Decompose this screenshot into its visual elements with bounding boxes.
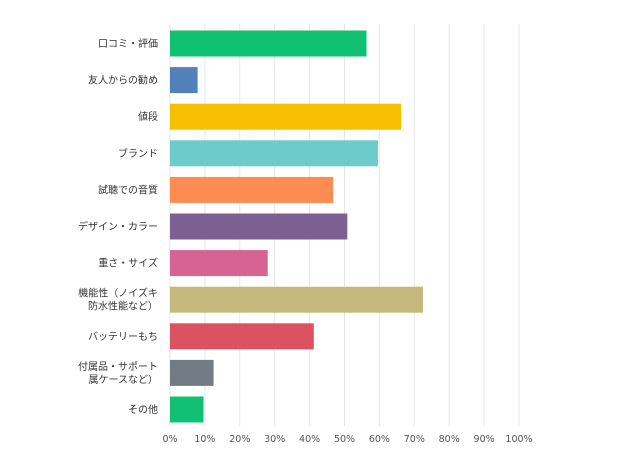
bar (170, 323, 314, 350)
x-tick-label: 30% (264, 434, 285, 445)
category-label: 重さ・サイズ (98, 257, 158, 270)
bar (170, 30, 367, 57)
category-label: 機能性（ノイズキ (78, 287, 158, 300)
x-tick-label: 10% (194, 434, 215, 445)
bars (170, 30, 423, 423)
bar (170, 396, 204, 423)
x-tick-label: 40% (299, 434, 320, 445)
category-label: 防水性能など） (88, 300, 158, 313)
category-labels: 口コミ・評価友人からの勧め値段ブランド試聴での音質デザイン・カラー重さ・サイズ機… (78, 37, 158, 416)
bar (170, 103, 401, 130)
category-label: バッテリーもち (88, 331, 158, 343)
category-label: 口コミ・評価 (98, 37, 158, 50)
category-label: 付属品・サポート (78, 360, 158, 373)
category-label: 値段 (138, 110, 158, 123)
bar (170, 250, 268, 277)
category-label: デザイン・カラー (78, 220, 158, 233)
x-tick-label: 100% (505, 434, 532, 445)
x-tick-label: 90% (474, 434, 495, 445)
bar (170, 359, 214, 386)
bar (170, 67, 198, 94)
x-tick-label: 80% (439, 434, 460, 445)
bar (170, 176, 333, 203)
category-label: 試聴での音質 (98, 183, 158, 196)
category-label: ブランド (118, 147, 158, 160)
x-tick-label: 70% (404, 434, 425, 445)
bar (170, 213, 348, 240)
x-tick-label: 50% (334, 434, 355, 445)
x-tick-label: 20% (229, 434, 250, 445)
bar (170, 140, 378, 167)
bar (170, 286, 423, 313)
category-label: その他 (128, 403, 158, 416)
x-tick-label: 60% (369, 434, 390, 445)
x-tick-label: 0% (162, 434, 177, 445)
x-axis-tick-labels: 0% 10% 20% 30% 40% 50% 60% 70% 80% 90% 100% (162, 434, 532, 445)
category-label: 友人からの勧め (88, 74, 158, 87)
category-label: 属ケースなど） (89, 374, 159, 386)
